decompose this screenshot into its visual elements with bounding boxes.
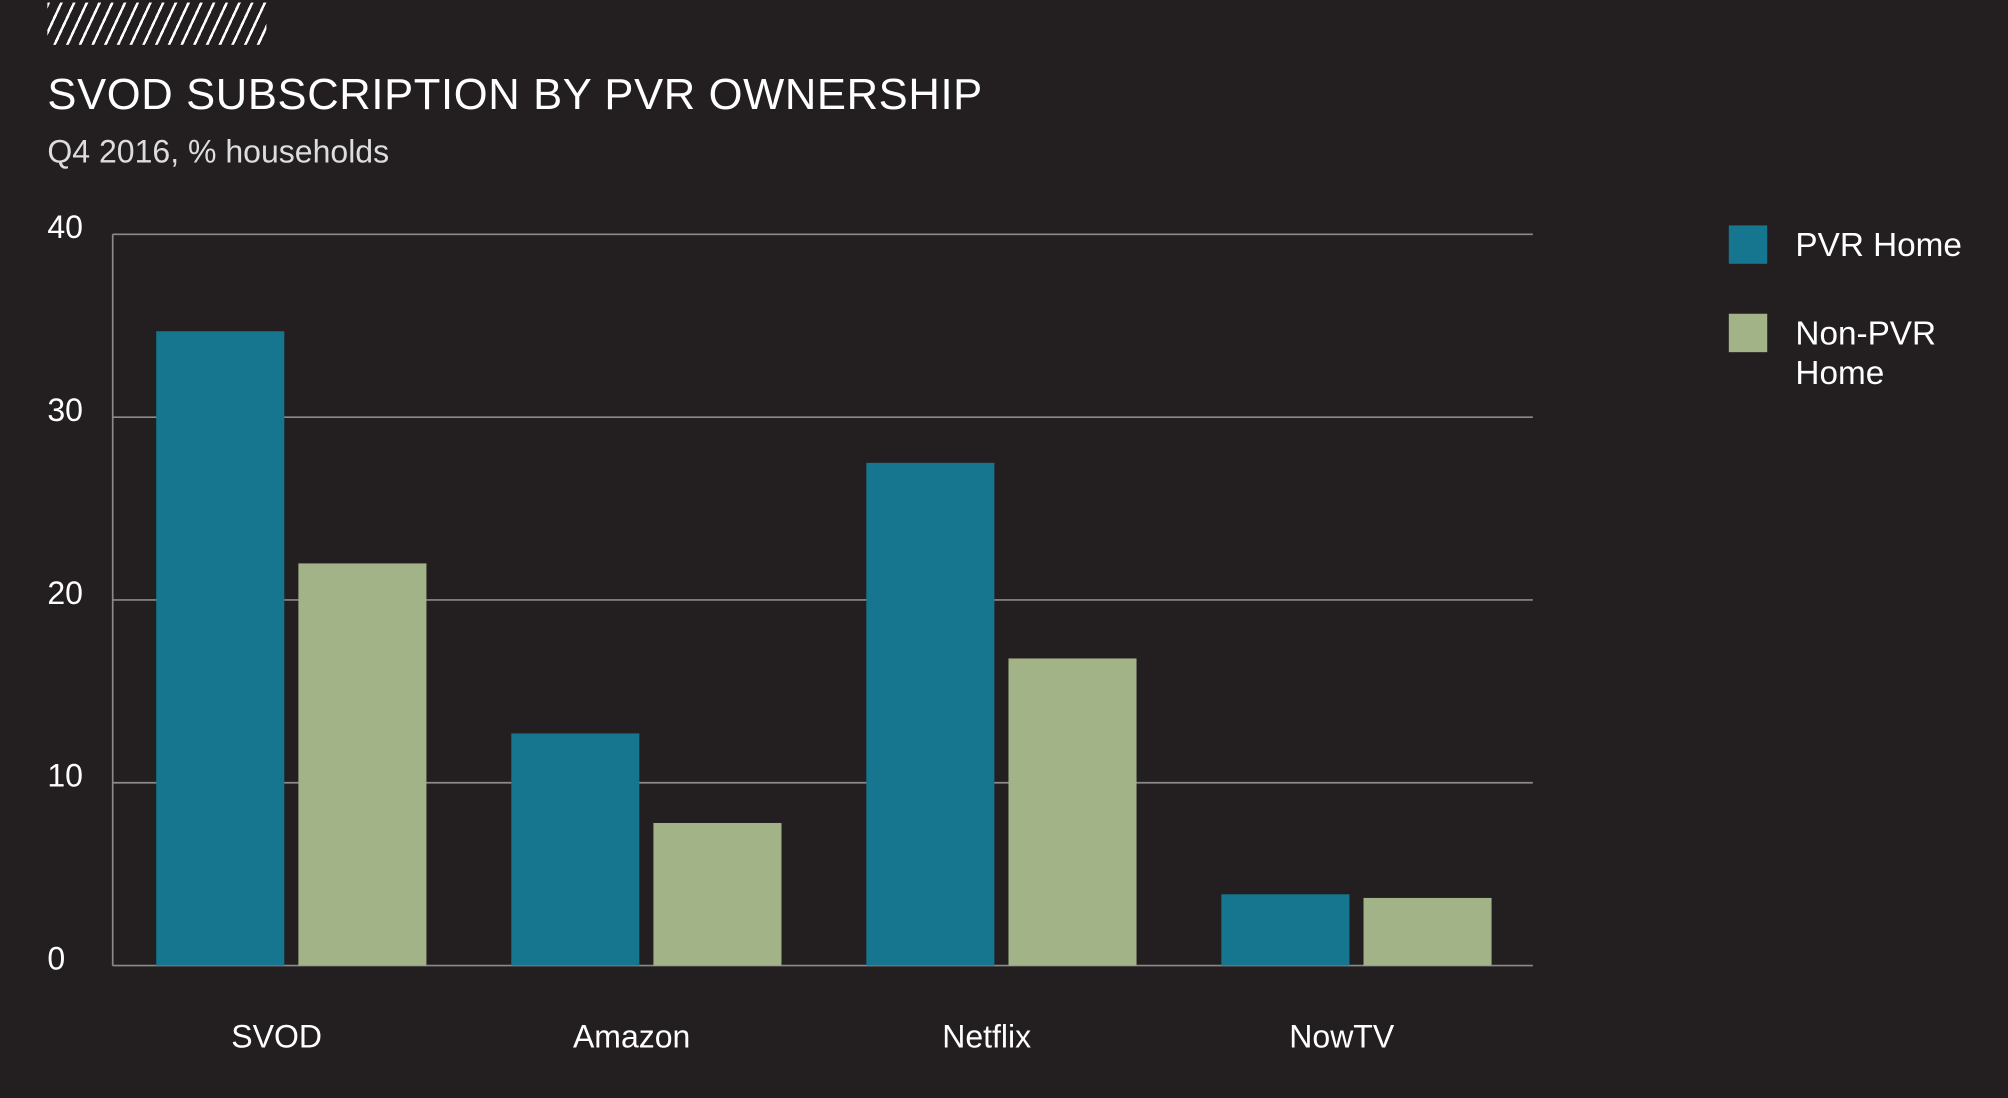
x-tick-label: Amazon: [573, 1019, 690, 1055]
x-tick-label: Netflix: [942, 1019, 1031, 1055]
bar-netflix-non-pvr: [1008, 658, 1137, 966]
y-tick-label: 40: [47, 209, 83, 245]
legend-label: Non-PVR Home: [1795, 313, 1937, 392]
y-tick-label: 10: [47, 758, 83, 794]
chart-subtitle: Q4 2016, % households: [47, 134, 390, 171]
legend-item-non-pvr: Non-PVR Home: [1728, 313, 1975, 393]
bar-netflix-pvr: [866, 462, 995, 966]
y-tick-label: 0: [47, 940, 65, 976]
legend-swatch-non-pvr: [1728, 313, 1768, 353]
y-tick-label: 20: [47, 575, 83, 611]
bar-amazon-non-pvr: [653, 822, 782, 966]
x-tick-label: SVOD: [231, 1019, 322, 1055]
legend-item-pvr: PVR Home: [1728, 225, 1975, 265]
bar-amazon-pvr: [511, 733, 640, 966]
bar-nowtv-pvr: [1221, 894, 1350, 966]
legend-swatch-pvr: [1728, 225, 1768, 264]
bar-svod-non-pvr: [298, 563, 427, 966]
legend: PVR Home Non-PVR Home: [1728, 225, 1975, 441]
chart-title: SVOD SUBSCRIPTION BY PVR OWNERSHIP: [47, 70, 983, 120]
y-tick-label: 30: [47, 392, 83, 428]
legend-label: PVR Home: [1795, 225, 1962, 264]
x-tick-label: NowTV: [1289, 1019, 1395, 1055]
bar-nowtv-non-pvr: [1363, 897, 1492, 966]
hatch-decoration: [47, 2, 267, 45]
bar-svod-pvr: [156, 331, 285, 966]
